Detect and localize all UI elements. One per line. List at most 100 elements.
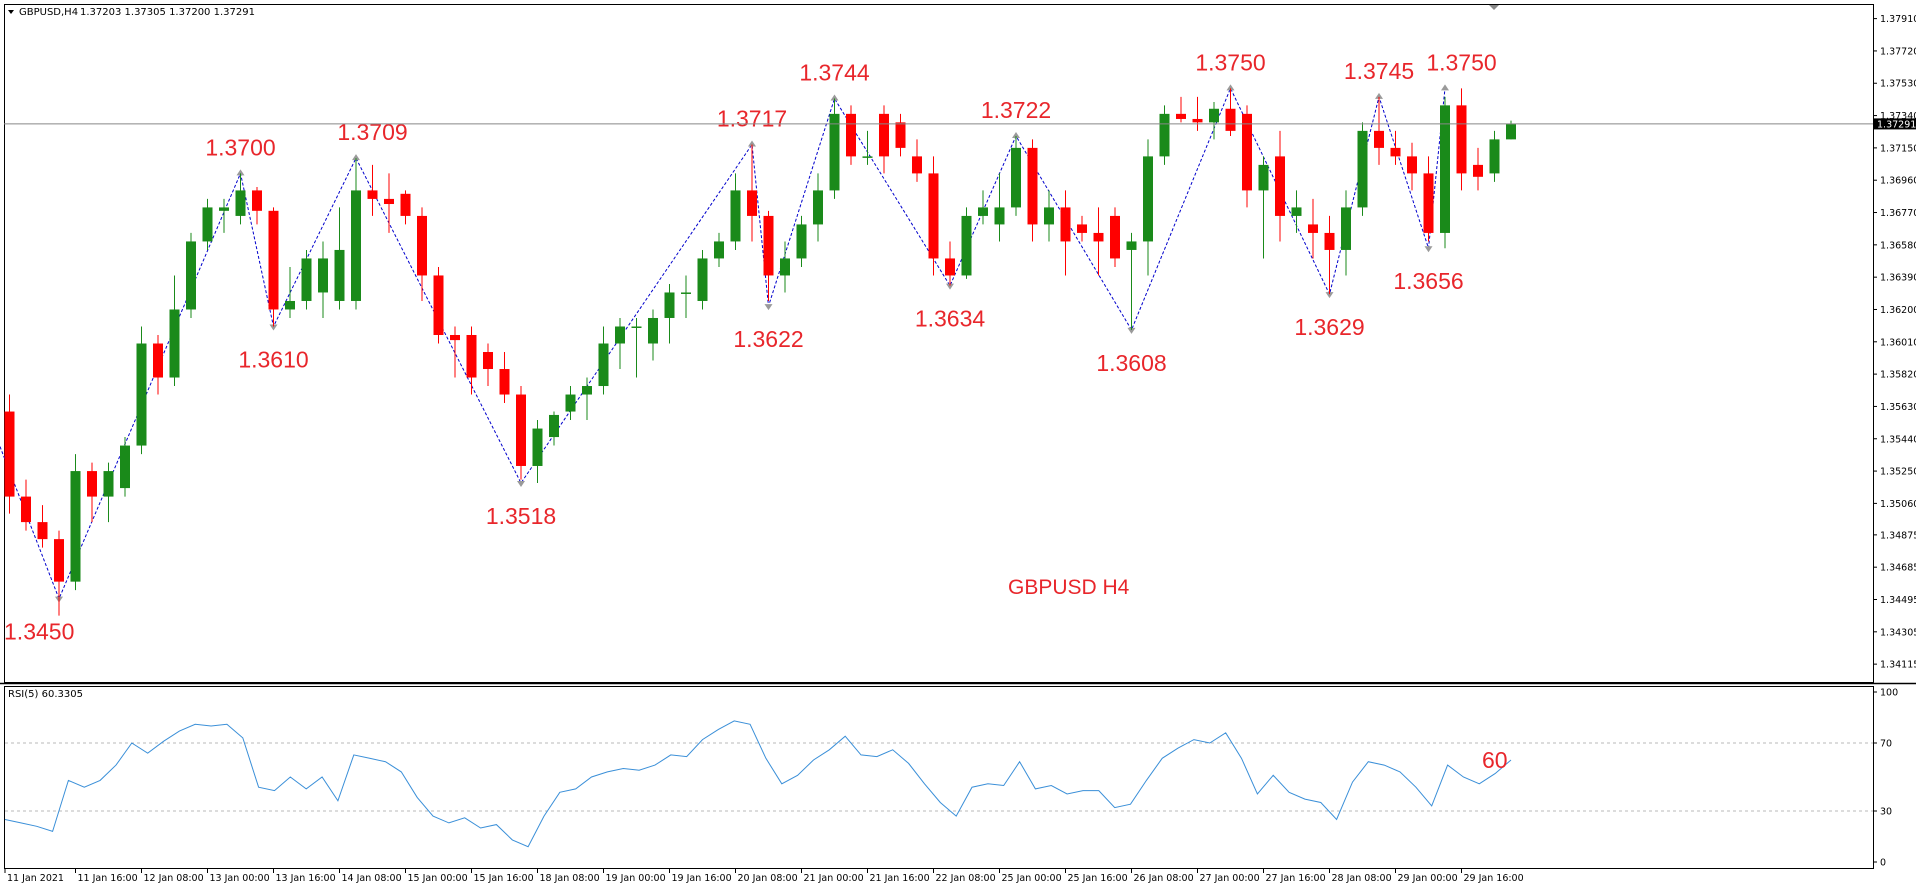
candle-body bbox=[1093, 232, 1104, 242]
swing-high-marker bbox=[1441, 84, 1449, 91]
swing-price-label: 1.3622 bbox=[733, 326, 803, 352]
candle-body bbox=[961, 215, 972, 276]
candle-body bbox=[301, 258, 312, 301]
chart-menu-triangle-icon[interactable] bbox=[8, 10, 14, 14]
time-tick-label: 22 Jan 08:00 bbox=[936, 873, 996, 884]
candle-body bbox=[1357, 130, 1368, 208]
candle-body bbox=[153, 343, 163, 378]
time-tick-label: 15 Jan 16:00 bbox=[474, 873, 534, 884]
price-tick-label: 1.35440 bbox=[1880, 434, 1916, 445]
price-tick-label: 1.34495 bbox=[1880, 595, 1916, 606]
candle-body bbox=[54, 539, 64, 582]
candle-body bbox=[1341, 207, 1351, 250]
price-tick-label: 1.37720 bbox=[1880, 46, 1916, 57]
price-tick-label: 1.34685 bbox=[1880, 563, 1916, 574]
time-tick-label: 13 Jan 16:00 bbox=[276, 873, 336, 884]
rsi-tick-label: 70 bbox=[1880, 739, 1892, 750]
candle-body bbox=[400, 193, 411, 216]
candle-body bbox=[631, 326, 642, 328]
rsi-tick-label: 30 bbox=[1880, 807, 1892, 818]
time-tick-label: 15 Jan 00:00 bbox=[408, 873, 468, 884]
candle-body bbox=[70, 471, 81, 582]
price-tick-label: 1.35060 bbox=[1880, 499, 1916, 510]
candle-body bbox=[1060, 207, 1071, 242]
price-tick-label: 1.35820 bbox=[1880, 370, 1916, 381]
time-tick-label: 11 Jan 2021 bbox=[7, 873, 64, 884]
swing-low-marker bbox=[946, 283, 954, 290]
time-tick-label: 12 Jan 08:00 bbox=[144, 873, 204, 884]
swing-price-label: 1.3700 bbox=[205, 134, 275, 160]
time-tick-label: 13 Jan 00:00 bbox=[210, 873, 270, 884]
symbol-timeframe: GBPUSD,H4 bbox=[19, 7, 78, 18]
candle-body bbox=[565, 394, 576, 412]
swing-low-marker bbox=[1424, 246, 1433, 253]
candle-body bbox=[1506, 124, 1516, 140]
candle-body bbox=[648, 317, 658, 344]
candle-body bbox=[186, 241, 196, 310]
candle-body bbox=[1192, 118, 1203, 123]
rsi-line bbox=[4, 720, 1512, 848]
swing-low-marker bbox=[764, 304, 773, 311]
swing-high-marker bbox=[830, 94, 839, 101]
candle-body bbox=[433, 275, 444, 335]
candle-body bbox=[499, 369, 510, 395]
swing-low-marker bbox=[1127, 327, 1136, 334]
swing-price-label: 1.3450 bbox=[4, 619, 74, 645]
candle-body bbox=[1291, 207, 1302, 216]
price-tick-label: 1.36960 bbox=[1880, 176, 1916, 187]
swing-high-marker bbox=[236, 169, 245, 176]
time-tick-label: 29 Jan 16:00 bbox=[1464, 873, 1524, 884]
current-price-tag bbox=[1874, 118, 1916, 130]
price-tick-label: 1.34115 bbox=[1880, 660, 1916, 671]
candle-body bbox=[1143, 156, 1153, 242]
candle-body bbox=[862, 156, 873, 158]
candle-body bbox=[912, 156, 922, 174]
candle-body bbox=[202, 207, 213, 242]
candle-body bbox=[846, 113, 856, 157]
candle-body bbox=[1308, 224, 1318, 233]
candle-body bbox=[334, 249, 345, 301]
price-tick-label: 1.37910 bbox=[1880, 14, 1916, 25]
price-tick-label: 1.35630 bbox=[1880, 402, 1916, 413]
time-tick-label: 25 Jan 16:00 bbox=[1068, 873, 1128, 884]
rsi-tick-label: 100 bbox=[1880, 688, 1898, 699]
candle-body bbox=[1176, 113, 1186, 119]
time-axis: 11 Jan 2021 11 Jan 16:00 12 Jan 08:00 13 Ja… bbox=[4, 869, 1524, 884]
candle-body bbox=[1440, 105, 1450, 233]
candle-body bbox=[1407, 156, 1417, 174]
time-tick-label: 26 Jan 08:00 bbox=[1134, 873, 1194, 884]
candle-body bbox=[994, 207, 1005, 225]
candle-body bbox=[813, 190, 823, 225]
current-price-label: 1.37291 bbox=[1877, 119, 1916, 130]
time-tick-label: 27 Jan 00:00 bbox=[1200, 873, 1260, 884]
candle-body bbox=[532, 428, 543, 466]
swing-price-label: 1.3518 bbox=[486, 503, 556, 529]
candle-body bbox=[351, 190, 361, 301]
candle-body bbox=[4, 411, 15, 497]
swing-price-label: 1.3717 bbox=[717, 105, 787, 131]
price-tick-label: 1.34875 bbox=[1880, 530, 1916, 541]
scroll-marker-icon[interactable] bbox=[1489, 5, 1499, 10]
rsi-indicator: 100 70 30 0 bbox=[4, 688, 1898, 869]
candle-body bbox=[1011, 147, 1021, 208]
time-tick-label: 28 Jan 08:00 bbox=[1332, 873, 1392, 884]
price-tick-label: 1.36390 bbox=[1880, 273, 1916, 284]
candle-body bbox=[1110, 215, 1120, 259]
candle-body bbox=[318, 258, 328, 293]
candle-body bbox=[87, 471, 97, 497]
candle-body bbox=[1473, 164, 1483, 177]
candle-body bbox=[1126, 241, 1137, 250]
price-tick-label: 1.34305 bbox=[1880, 627, 1916, 638]
candle-body bbox=[945, 258, 955, 276]
swing-low-marker bbox=[269, 324, 278, 331]
swing-high-marker bbox=[1012, 131, 1020, 138]
price-tick-label: 1.35250 bbox=[1880, 467, 1916, 478]
time-tick-label: 27 Jan 16:00 bbox=[1266, 873, 1326, 884]
candle-body bbox=[367, 190, 378, 199]
candle-body bbox=[235, 190, 246, 216]
candle-body bbox=[1159, 113, 1170, 157]
time-tick-label: 11 Jan 16:00 bbox=[78, 873, 138, 884]
time-tick-label: 19 Jan 16:00 bbox=[672, 873, 732, 884]
